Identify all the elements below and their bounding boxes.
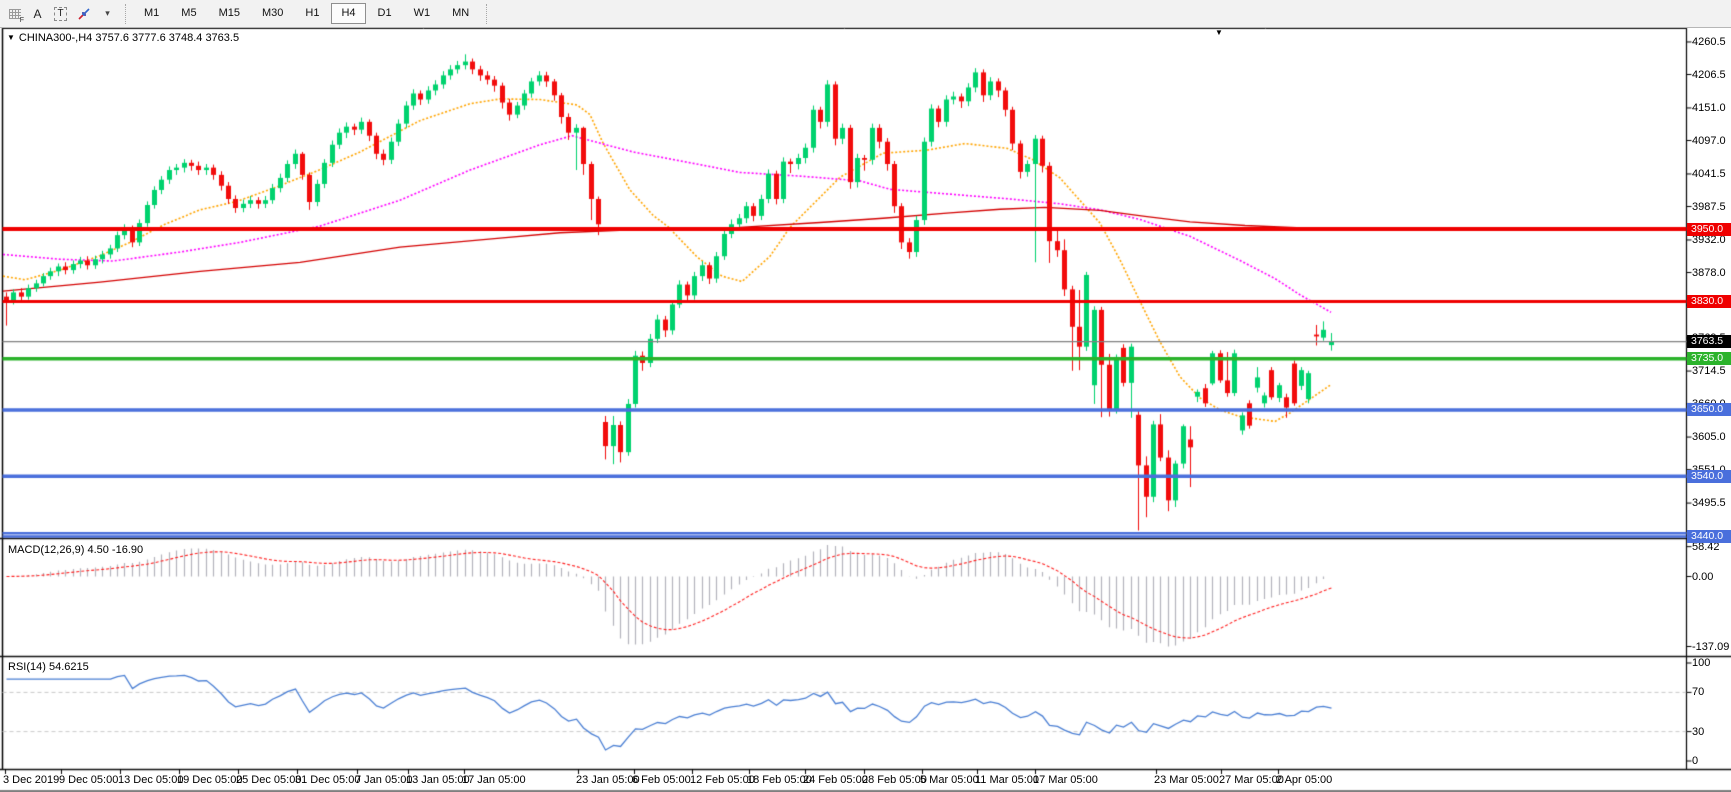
timeframe-m30-button[interactable]: M30: [252, 3, 293, 24]
chart-shift-marker-icon[interactable]: ▼: [1215, 28, 1223, 37]
price-tick-label: 3605.0: [1692, 431, 1726, 444]
level-price-label: 3540.0: [1687, 469, 1731, 483]
price-tick-label: 3987.5: [1692, 200, 1726, 213]
timeframe-h1-button[interactable]: H1: [295, 3, 329, 24]
symbol-caret-icon[interactable]: ▼: [7, 33, 15, 42]
time-axis-label: 28 Feb 05:00: [862, 774, 927, 786]
time-axis-label: 12 Feb 05:00: [690, 774, 755, 786]
price-tick-label: 4151.0: [1692, 101, 1726, 114]
level-price-label: 3440.0: [1687, 530, 1731, 544]
time-axis-label: 24 Feb 05:00: [803, 774, 868, 786]
timeframe-d1-button[interactable]: D1: [368, 3, 402, 24]
price-tick-label: 3495.5: [1692, 497, 1726, 510]
time-axis-label: 13 Jan 05:00: [406, 774, 470, 786]
time-axis-label: 11 Mar 05:00: [975, 774, 1040, 786]
price-tick-label: 4041.5: [1692, 167, 1726, 180]
toolbar-separator: [486, 3, 488, 24]
time-axis-label: 5 Mar 05:00: [920, 774, 979, 786]
timeframe-w1-button[interactable]: W1: [404, 3, 441, 24]
price-tick-label: 3932.0: [1692, 233, 1726, 246]
text-box-tool-icon[interactable]: T: [50, 3, 71, 24]
level-price-label: 3735.0: [1687, 352, 1731, 366]
time-axis-label: 19 Dec 05:00: [177, 774, 243, 786]
timeframe-mn-button[interactable]: MN: [442, 3, 479, 24]
time-axis-label: 7 Jan 05:00: [355, 774, 413, 786]
macd-axis-label: -137.09: [1692, 640, 1730, 653]
timeframe-m5-button[interactable]: M5: [171, 3, 206, 24]
font-tool-icon[interactable]: A: [27, 3, 48, 24]
time-axis-label: 23 Mar 05:00: [1154, 774, 1219, 786]
toolbar-separator: [125, 3, 127, 24]
chart-grid-tool-icon[interactable]: F: [4, 3, 25, 24]
time-axis-label: 6 Feb 05:00: [632, 774, 691, 786]
macd-axis-label: 58.42: [1692, 540, 1720, 553]
time-axis-label: 25 Dec 05:00: [236, 774, 302, 786]
price-tick-label: 4097.0: [1692, 134, 1726, 147]
level-price-label: 3650.0: [1687, 403, 1731, 417]
time-axis-label: 18 Feb 05:00: [747, 774, 812, 786]
time-axis-label: 31 Dec 05:00: [295, 774, 361, 786]
time-axis-label: 13 Dec 05:00: [118, 774, 184, 786]
symbol-title-text: CHINA300-,H4 3757.6 3777.6 3748.4 3763.5: [18, 32, 240, 44]
chevron-down-icon[interactable]: ▾: [97, 3, 118, 24]
price-tick-label: 4260.5: [1692, 35, 1726, 48]
timeframe-buttons-group: M1 M5 M15 M30 H1 H4 D1 W1 MN: [133, 3, 480, 24]
rsi-axis-label: 70: [1692, 686, 1705, 699]
time-axis-label: 17 Mar 05:00: [1033, 774, 1098, 786]
rsi-pane-label: RSI(14) 54.6215: [8, 661, 89, 673]
timeframe-h4-button[interactable]: H4: [331, 3, 366, 24]
arrow-styles-tool-icon[interactable]: [73, 3, 95, 24]
time-axis-label: 3 Dec 2019: [3, 774, 60, 786]
time-axis-label: 17 Jan 05:00: [462, 774, 526, 786]
macd-axis-label: 0.00: [1692, 570, 1714, 583]
rsi-axis-label: 100: [1692, 657, 1711, 669]
symbol-title: ▼ CHINA300-,H4 3757.6 3777.6 3748.4 3763.…: [7, 32, 239, 44]
drawing-tools-group: F A T ▾: [0, 3, 119, 24]
price-tick-label: 4206.5: [1692, 68, 1726, 81]
rsi-axis-label: 30: [1692, 725, 1705, 738]
price-tick-label: 3714.5: [1692, 365, 1726, 378]
current-price-label: 3763.5: [1687, 335, 1731, 349]
rsi-axis-label: 0: [1692, 755, 1699, 767]
timeframe-m1-button[interactable]: M1: [134, 3, 169, 24]
macd-pane-label: MACD(12,26,9) 4.50 -16.90: [8, 544, 144, 556]
time-axis-label: 2 Apr 05:00: [1276, 774, 1333, 786]
time-axis-label: 27 Mar 05:00: [1219, 774, 1284, 786]
toolbar: F A T ▾ M1 M5 M15 M30 H1 H4 D1 W1 MN: [0, 0, 1731, 28]
timeframe-m15-button[interactable]: M15: [209, 3, 250, 24]
time-axis-label: 9 Dec 05:00: [59, 774, 119, 786]
time-axis-label: 23 Jan 05:00: [576, 774, 640, 786]
level-price-label: 3950.0: [1687, 222, 1731, 236]
price-tick-label: 3878.0: [1692, 266, 1726, 279]
level-price-label: 3830.0: [1687, 294, 1731, 308]
